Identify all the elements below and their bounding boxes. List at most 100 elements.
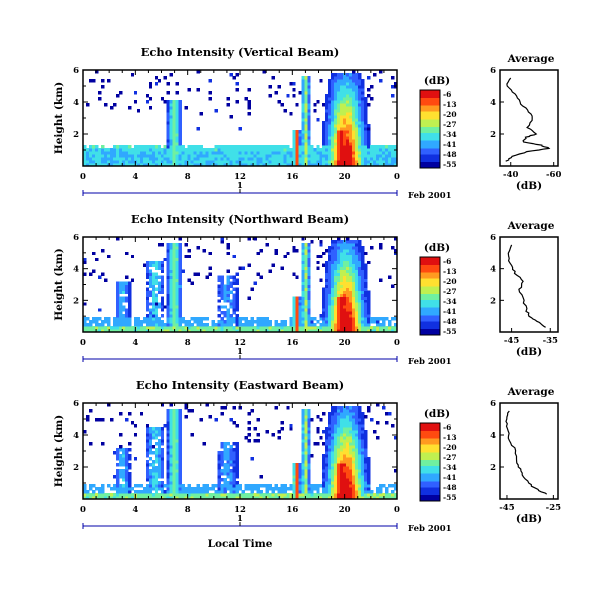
heatmap-cell bbox=[346, 314, 350, 318]
heatmap-cell bbox=[286, 151, 290, 155]
heatmap-cell bbox=[235, 163, 239, 167]
heatmap-cell bbox=[343, 121, 347, 125]
heatmap-cell bbox=[169, 263, 174, 268]
heatmap-cell bbox=[331, 320, 335, 324]
heatmap-cell bbox=[151, 299, 156, 303]
heatmap-cell bbox=[295, 145, 299, 149]
heatmap-cell bbox=[178, 442, 183, 446]
heatmap-cell bbox=[154, 475, 159, 479]
heatmap-cell bbox=[175, 487, 180, 491]
heatmap-cell bbox=[88, 409, 93, 413]
heatmap-cell bbox=[85, 160, 90, 164]
heatmap-cell bbox=[118, 317, 123, 321]
heatmap-cell bbox=[157, 472, 162, 476]
heatmap-cell bbox=[373, 496, 377, 500]
heatmap-cell bbox=[328, 490, 332, 494]
heatmap-cell bbox=[118, 302, 123, 306]
heatmap-cell bbox=[85, 317, 90, 321]
heatmap-cell bbox=[307, 317, 311, 321]
heatmap-cell bbox=[361, 103, 365, 107]
heatmap-cell bbox=[307, 275, 311, 279]
heatmap-cell bbox=[304, 118, 308, 122]
heatmap-cell bbox=[154, 302, 159, 306]
heatmap-cell bbox=[358, 284, 362, 288]
heatmap-cell bbox=[349, 109, 353, 113]
heatmap-cell bbox=[325, 260, 329, 265]
colorbar-step bbox=[420, 284, 440, 287]
heatmap-cell bbox=[91, 269, 96, 274]
heatmap-cell bbox=[295, 133, 299, 137]
heatmap-cell bbox=[364, 293, 368, 297]
heatmap-cell bbox=[172, 302, 177, 306]
heatmap-cell bbox=[148, 463, 153, 467]
heatmap-cell bbox=[166, 317, 171, 321]
heatmap-cell bbox=[376, 493, 380, 497]
heatmap-cell bbox=[376, 487, 380, 491]
heatmap-cell bbox=[244, 157, 248, 161]
heatmap-cell bbox=[151, 305, 156, 309]
heatmap-cell bbox=[169, 481, 174, 485]
colorbar-step bbox=[420, 123, 440, 126]
heatmap-cell bbox=[223, 290, 227, 294]
heatmap-cell bbox=[322, 151, 326, 155]
heatmap-cell bbox=[394, 317, 398, 321]
heatmap-cell bbox=[364, 305, 368, 309]
heatmap-cell bbox=[268, 154, 272, 158]
heatmap-cell bbox=[364, 160, 368, 164]
heatmap-cell bbox=[337, 284, 341, 288]
heatmap-cell bbox=[328, 481, 332, 485]
heatmap-cell bbox=[343, 145, 347, 149]
colorbar-step bbox=[420, 138, 440, 142]
heatmap-cell bbox=[250, 490, 254, 494]
heatmap-cell bbox=[367, 299, 371, 303]
heatmap-cell bbox=[187, 493, 192, 497]
heatmap-cell bbox=[262, 157, 266, 161]
heatmap-cell bbox=[301, 427, 305, 431]
heatmap-cell bbox=[307, 409, 311, 413]
heatmap-cell bbox=[88, 320, 93, 324]
heatmap-cell bbox=[301, 460, 305, 464]
heatmap-cell bbox=[268, 269, 272, 274]
heatmap-cell bbox=[169, 302, 174, 306]
heatmap-cell bbox=[382, 493, 386, 497]
heatmap-cell bbox=[145, 299, 150, 303]
heatmap-cell bbox=[175, 490, 180, 494]
heatmap-cell bbox=[151, 481, 156, 485]
heatmap-cell bbox=[148, 317, 153, 321]
heatmap-cell bbox=[349, 88, 353, 92]
heatmap-cell bbox=[340, 493, 344, 497]
heatmap-cell bbox=[274, 320, 278, 324]
heatmap-cell bbox=[334, 148, 338, 152]
heatmap-cell bbox=[178, 415, 183, 419]
heatmap-cell bbox=[229, 481, 233, 485]
heatmap-cell bbox=[172, 115, 177, 119]
heatmap-cell bbox=[331, 466, 335, 470]
heatmap-cell bbox=[361, 109, 365, 113]
heatmap-cell bbox=[340, 112, 344, 116]
heatmap-cell bbox=[85, 415, 90, 419]
heatmap-cell bbox=[148, 163, 153, 167]
heatmap-cell bbox=[373, 73, 377, 77]
heatmap-cell bbox=[262, 496, 266, 500]
heatmap-cell bbox=[205, 275, 209, 279]
heatmap-cell bbox=[340, 439, 344, 443]
heatmap-cell bbox=[301, 148, 305, 152]
heatmap-cell bbox=[337, 127, 341, 131]
heatmap-cell bbox=[346, 296, 350, 300]
heatmap-cell bbox=[334, 106, 338, 110]
heatmap-cell bbox=[271, 490, 275, 494]
heatmap-cell bbox=[292, 157, 296, 161]
heatmap-cell bbox=[169, 133, 174, 137]
heatmap-cell bbox=[301, 409, 305, 413]
heatmap-cell bbox=[304, 133, 308, 137]
heatmap-cell bbox=[106, 496, 111, 500]
heatmap-cell bbox=[94, 163, 99, 167]
heatmap-cell bbox=[367, 151, 371, 155]
heatmap-cell bbox=[334, 151, 338, 155]
heatmap-cell bbox=[310, 454, 314, 458]
heatmap-cell bbox=[394, 436, 398, 440]
heatmap-cell bbox=[346, 100, 350, 104]
heatmap-cell bbox=[301, 290, 305, 294]
heatmap-cell bbox=[346, 427, 350, 431]
